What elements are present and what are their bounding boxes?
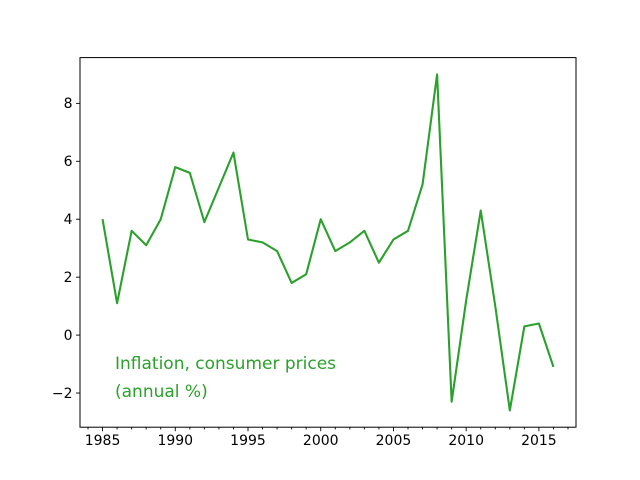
x-tick-label: 1990	[157, 433, 193, 449]
x-tick-label: 2005	[376, 433, 412, 449]
x-tick-label: 1985	[85, 433, 121, 449]
x-tick-label: 2015	[521, 433, 557, 449]
y-tick-label: −2	[52, 386, 73, 402]
x-tick-label: 2010	[448, 433, 484, 449]
annotation-line-1: Inflation, consumer prices	[115, 354, 337, 374]
y-tick-label: 6	[64, 154, 73, 170]
series-annotation: Inflation, consumer prices (annual %)	[115, 350, 336, 406]
annotation-line-2: (annual %)	[115, 382, 208, 402]
y-tick-label: 8	[64, 96, 73, 112]
inflation-line	[101, 73, 555, 412]
x-tick-label: 1995	[230, 433, 266, 449]
y-tick-label: 4	[64, 212, 73, 228]
y-tick-label: 2	[64, 270, 73, 286]
y-tick-label: 0	[64, 328, 73, 344]
axes-frame	[79, 57, 577, 428]
x-tick-label: 2000	[303, 433, 339, 449]
